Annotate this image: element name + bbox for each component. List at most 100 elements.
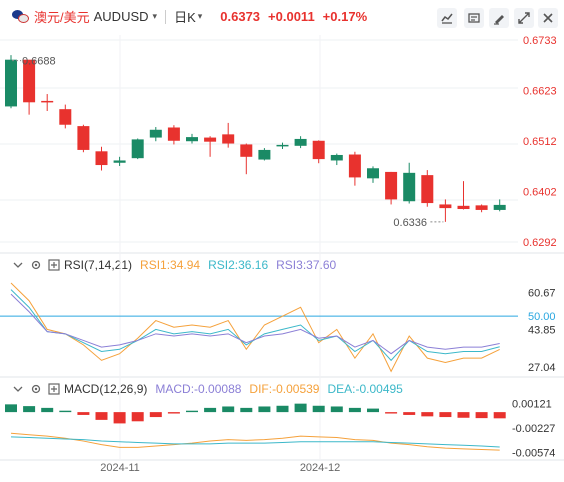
candle-body xyxy=(5,59,17,107)
rsi-tick-label: 43.85 xyxy=(528,325,556,337)
period-chevron-icon[interactable]: ▾ xyxy=(197,11,203,21)
indicator-icon[interactable] xyxy=(464,8,484,28)
macd-histogram-bar xyxy=(475,412,488,419)
candle-body xyxy=(367,168,379,179)
chart-header: 澳元/美元 AUDUSD ▾ 日K ▾ 0.6373 +0.0011 +0.17… xyxy=(0,0,564,32)
candle-body xyxy=(312,140,325,160)
macd-name: MACD(12,26,9) xyxy=(64,382,148,396)
price-change: +0.0011 xyxy=(268,9,315,24)
rsi-tick-label: 27.04 xyxy=(528,362,556,374)
dif-value: DIF:-0.00539 xyxy=(249,382,320,396)
rsi-series-line xyxy=(10,289,500,362)
macd-histogram-bar xyxy=(312,405,325,413)
macd-histogram-bar xyxy=(131,412,144,422)
candle-body xyxy=(113,160,126,163)
rsi-series-line xyxy=(10,293,500,355)
draw-icon[interactable] xyxy=(489,8,509,28)
macd-histogram-bar xyxy=(113,412,126,424)
price-tick-label: 0.6292 xyxy=(523,237,557,249)
price-tick-label: 0.6512 xyxy=(523,136,557,148)
candle-body xyxy=(439,204,452,209)
candle-body xyxy=(167,127,180,141)
candle-body xyxy=(403,172,416,202)
macd-histogram-bar xyxy=(204,407,217,413)
high-price-label: 0.6688 xyxy=(22,56,56,68)
settings-icon[interactable] xyxy=(30,259,42,271)
rsi-series-line xyxy=(10,282,500,373)
price-tick-label: 0.6733 xyxy=(523,35,557,47)
macd-histogram-bar xyxy=(240,407,253,413)
candle-body xyxy=(240,144,253,157)
macd-histogram-bar xyxy=(95,412,108,420)
candle-body xyxy=(348,154,361,178)
candle-body xyxy=(294,138,307,146)
candle-body xyxy=(258,149,271,160)
rsi-legend: RSI(7,14,21) RSI1:34.94 RSI2:36.16 RSI3:… xyxy=(12,258,336,272)
candle-body xyxy=(41,100,54,103)
candle-body xyxy=(475,205,488,210)
macd-histogram-bar xyxy=(222,406,235,413)
macd-histogram-bar xyxy=(5,404,17,413)
macd-tick-label: -0.00227 xyxy=(512,423,555,435)
x-axis-label: 2024-12 xyxy=(300,462,340,474)
rsi-tick-label: 60.67 xyxy=(528,288,556,300)
macd-histogram-bar xyxy=(276,405,289,413)
price-tick-label: 0.6402 xyxy=(523,187,557,199)
macd-histogram-bar xyxy=(186,410,198,413)
macd-histogram-bar xyxy=(41,407,54,413)
candle-body xyxy=(330,154,343,161)
collapse-icon[interactable] xyxy=(12,383,24,395)
candle-body xyxy=(131,139,144,159)
symbol-code: AUDUSD xyxy=(93,9,149,24)
macd-histogram-bar xyxy=(149,412,162,418)
macd-histogram-bar xyxy=(439,412,452,418)
expand-icon[interactable] xyxy=(48,259,60,271)
divider xyxy=(165,9,167,24)
macd-tick-label: 0.00121 xyxy=(512,399,552,411)
rsi-name: RSI(7,14,21) xyxy=(64,258,133,272)
macd-histogram-bar xyxy=(403,412,416,415)
candle-body xyxy=(23,59,36,103)
candle-body xyxy=(276,144,289,147)
macd-series-line xyxy=(10,432,500,451)
macd-series-line xyxy=(10,436,500,448)
rsi2-value: RSI2:36.16 xyxy=(208,258,269,272)
expand-icon[interactable] xyxy=(48,383,60,395)
macd-histogram-bar xyxy=(367,408,379,413)
candle-body xyxy=(204,137,217,142)
macd-histogram-bar xyxy=(258,406,271,413)
macd-histogram-bar xyxy=(59,410,72,413)
macd-histogram-bar xyxy=(167,412,180,414)
macd-tick-label: -0.00574 xyxy=(512,448,555,460)
low-price-label: 0.6336 xyxy=(393,217,427,229)
period-selector[interactable]: 日K xyxy=(174,10,196,25)
price-change-pct: +0.17% xyxy=(322,9,368,24)
close-icon[interactable] xyxy=(538,8,558,28)
rsi3-value: RSI3:37.60 xyxy=(276,258,337,272)
collapse-icon[interactable] xyxy=(12,259,24,271)
compare-icon[interactable] xyxy=(514,8,534,28)
macd-histogram-bar xyxy=(493,412,506,419)
symbol-selector[interactable]: 澳元/美元 AUDUSD ▾ 日K ▾ 0.6373 +0.0011 +0.17… xyxy=(12,7,367,26)
macd-histogram-bar xyxy=(330,406,343,413)
candle-body xyxy=(222,134,235,144)
candle-body xyxy=(95,151,108,166)
macd-histogram-bar xyxy=(385,412,398,414)
chart-style-icon[interactable] xyxy=(437,8,457,28)
x-axis-label: 2024-11 xyxy=(100,462,140,474)
candle-body xyxy=(493,204,506,210)
chevron-down-icon[interactable]: ▾ xyxy=(152,11,158,21)
macd-histogram-bar xyxy=(23,406,36,413)
candle-body xyxy=(186,137,198,142)
settings-icon[interactable] xyxy=(30,383,42,395)
last-price: 0.6373 xyxy=(220,9,261,24)
rsi1-value: RSI1:34.94 xyxy=(140,258,201,272)
rsi-tick-label: 50.00 xyxy=(528,311,556,323)
price-tick-label: 0.6623 xyxy=(523,85,557,97)
pair-name: 澳元/美元 xyxy=(34,10,90,25)
flag-icon xyxy=(12,9,30,24)
candle-body xyxy=(77,126,90,150)
candle-body xyxy=(149,129,162,138)
candle-body xyxy=(457,205,470,210)
